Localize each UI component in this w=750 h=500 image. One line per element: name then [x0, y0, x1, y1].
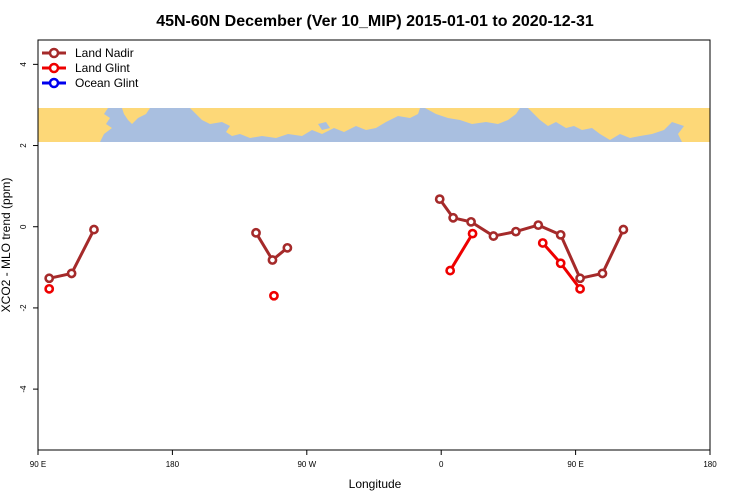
- legend-marker-land-nadir: [48, 47, 60, 59]
- data-point-land-nadir: [434, 194, 445, 205]
- plot-frame: [37, 39, 711, 451]
- data-point-land-glint: [575, 283, 585, 294]
- x-tick-label: 0: [439, 460, 444, 469]
- map-band: [38, 108, 710, 142]
- data-point-land-nadir: [89, 224, 99, 235]
- data-point-land-nadir: [282, 242, 293, 253]
- legend-item-land-nadir: Land Nadir: [42, 46, 134, 60]
- legend: Land Nadir Land Glint Ocean Glint: [42, 46, 139, 90]
- data-point-land-nadir: [618, 224, 629, 235]
- series-line-land-glint: [448, 232, 474, 272]
- data-layer: [44, 194, 629, 301]
- legend-label-ocean-glint: Ocean Glint: [75, 76, 139, 90]
- y-tick-label: -4: [19, 385, 28, 393]
- x-axis: 90 E 180 90 W 0 90 E 180: [30, 450, 717, 469]
- data-point-land-nadir: [66, 268, 77, 279]
- data-point-land-nadir: [597, 268, 608, 279]
- data-point-land-glint: [537, 238, 548, 248]
- data-point-land-glint: [269, 290, 279, 301]
- legend-label-land-glint: Land Glint: [75, 61, 130, 75]
- data-point-land-nadir: [448, 212, 459, 223]
- map-land-north-america: [190, 108, 420, 138]
- x-axis-label: Longitude: [349, 477, 402, 491]
- data-point-land-glint: [467, 228, 478, 239]
- x-tick-label: 90 W: [297, 460, 316, 469]
- legend-item-land-glint: Land Glint: [42, 61, 130, 75]
- data-point-land-glint: [445, 265, 456, 276]
- y-tick-label: 0: [19, 224, 28, 229]
- data-point-land-nadir: [44, 273, 55, 284]
- data-point-land-nadir: [267, 255, 278, 265]
- data-point-land-nadir: [510, 226, 521, 237]
- data-point-land-nadir: [488, 231, 499, 241]
- map-land-greenland: [425, 108, 520, 124]
- map-land-asia: [38, 108, 112, 142]
- map-land-europe-asia: [528, 108, 710, 142]
- data-point-land-nadir: [533, 220, 544, 231]
- map-land-lake: [318, 122, 330, 130]
- data-point-land-nadir: [251, 227, 261, 238]
- y-tick-label: 2: [19, 143, 28, 148]
- x-tick-label: 180: [703, 460, 717, 469]
- y-axis: 4 2 0 -2 -4: [19, 62, 38, 393]
- x-tick-label: 180: [166, 460, 180, 469]
- y-axis-label: XCO2 - MLO trend (ppm): [0, 178, 13, 313]
- data-point-land-nadir: [575, 273, 585, 284]
- data-point-land-nadir: [466, 216, 476, 227]
- x-tick-label: 90 E: [30, 460, 46, 469]
- chart-title: 45N-60N December (Ver 10_MIP) 2015-01-01…: [156, 13, 594, 30]
- data-point-land-glint: [44, 283, 55, 294]
- y-tick-label: 4: [19, 62, 28, 67]
- map-land-kamchatka: [122, 108, 150, 124]
- y-tick-label: -2: [19, 304, 28, 312]
- legend-marker-ocean-glint: [48, 77, 60, 89]
- x-tick-label: 90 E: [567, 460, 583, 469]
- legend-item-ocean-glint: Ocean Glint: [42, 76, 139, 90]
- data-point-land-nadir: [555, 229, 566, 240]
- series-line-land-nadir: [438, 198, 625, 281]
- data-point-land-glint: [555, 258, 566, 269]
- legend-marker-land-glint: [48, 62, 60, 74]
- legend-label-land-nadir: Land Nadir: [75, 46, 134, 60]
